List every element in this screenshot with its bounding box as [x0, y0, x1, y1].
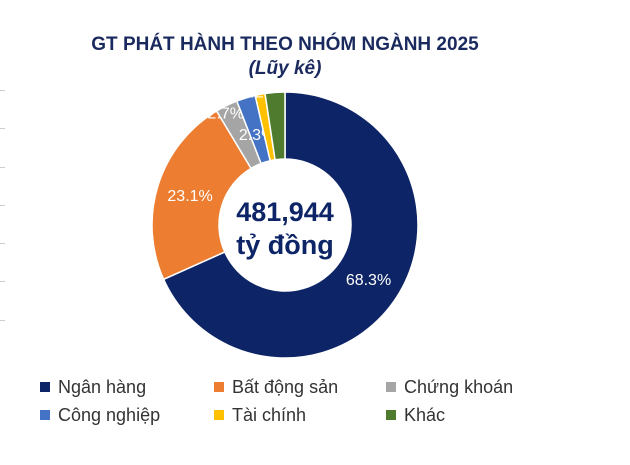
legend-item: Công nghiệp [40, 405, 214, 425]
legend: Ngân hàng Bất động sản Chứng khoán Công ngh… [40, 377, 600, 425]
data-label: 2.7% [208, 105, 244, 122]
legend-swatch [40, 410, 50, 420]
legend-swatch [386, 410, 396, 420]
legend-label: Khác [404, 404, 446, 425]
legend-item: Tài chính [214, 405, 386, 425]
legend-item: Khác [386, 405, 586, 425]
legend-swatch [214, 410, 224, 420]
chart-subtitle: (Lũy kê) [248, 58, 322, 79]
legend-label: Bất động sản [232, 376, 339, 397]
legend-label: Chứng khoán [404, 376, 514, 397]
legend-swatch [214, 382, 224, 392]
slice-ngân-hàng [162, 91, 419, 359]
center-label: 481,944 tỷ đồng [220, 196, 350, 262]
total-value: 481,944 [236, 197, 334, 227]
legend-label: Ngân hàng [58, 376, 147, 397]
legend-item: Bất động sản [214, 377, 386, 397]
legend-label: Công nghiệp [58, 404, 161, 425]
legend-swatch [40, 382, 50, 392]
slice-khác [264, 91, 286, 161]
legend-item: Chứng khoán [386, 377, 586, 397]
legend-label: Tài chính [232, 404, 307, 425]
slice-bất-động-sản [151, 109, 253, 281]
data-label: 68.3% [346, 272, 391, 289]
data-label: 23.1% [167, 188, 212, 205]
total-unit: tỷ đồng [236, 230, 334, 260]
chart-title: GT PHÁT HÀNH THEO NHÓM NGÀNH 2025 [91, 34, 479, 55]
legend-swatch [386, 382, 396, 392]
legend-item: Ngân hàng [40, 377, 214, 397]
